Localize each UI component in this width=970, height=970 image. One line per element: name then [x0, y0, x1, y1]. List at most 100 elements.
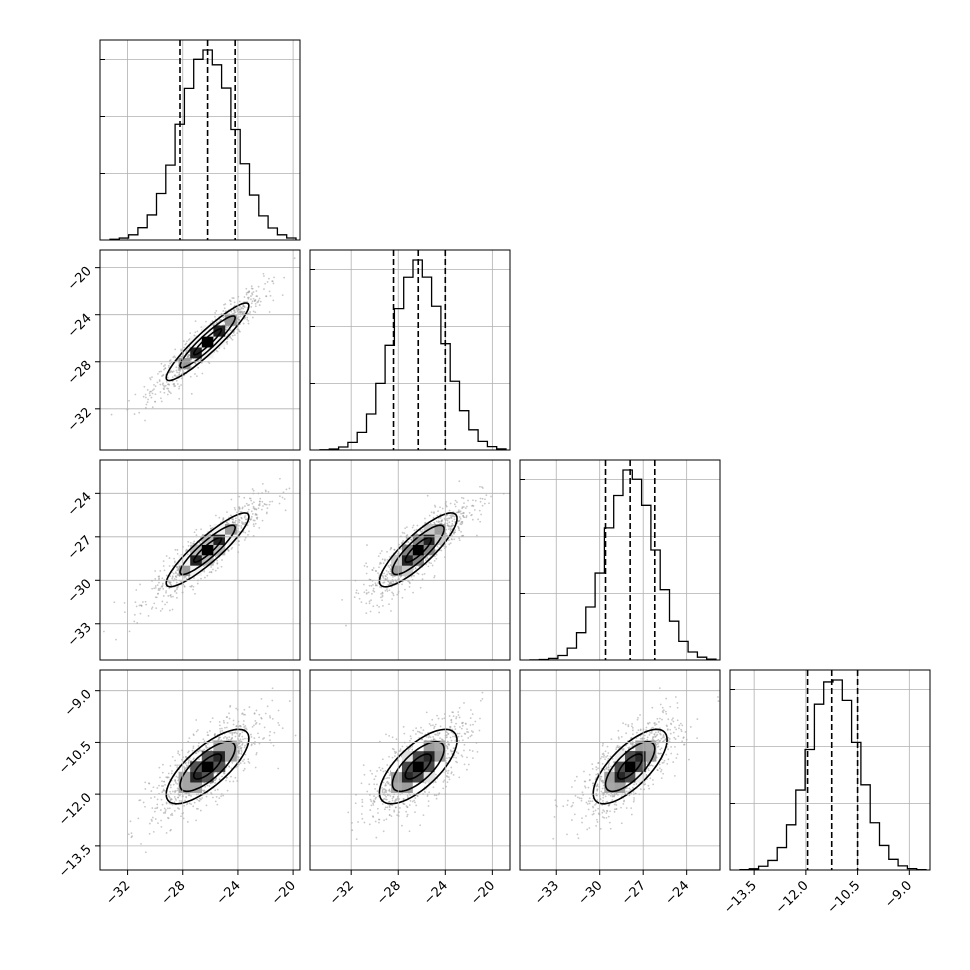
y-tick-label: −24 — [65, 311, 95, 341]
sample-point — [386, 577, 389, 579]
density-cell — [213, 534, 226, 545]
sample-point — [434, 781, 437, 784]
sample-point — [143, 385, 146, 388]
sample-point — [454, 499, 457, 502]
sample-point — [269, 716, 272, 719]
sample-point — [166, 383, 169, 386]
sample-point — [374, 569, 377, 572]
sample-point — [250, 733, 252, 736]
sample-point — [251, 488, 254, 490]
sample-point — [271, 500, 274, 503]
sample-point — [166, 776, 169, 779]
sample-point — [231, 297, 234, 299]
sample-point — [216, 559, 219, 562]
sample-point — [229, 336, 232, 339]
density-panel — [110, 257, 296, 422]
sample-point — [171, 755, 174, 758]
sample-point — [466, 756, 468, 759]
sample-point — [282, 491, 285, 494]
sample-point — [169, 582, 172, 585]
sample-point — [384, 806, 387, 809]
sample-point — [470, 730, 473, 732]
sample-point — [383, 572, 385, 575]
sample-point — [178, 385, 181, 388]
sample-point — [258, 713, 261, 716]
sample-point — [176, 787, 179, 790]
sample-point — [208, 730, 211, 732]
sample-point — [459, 726, 461, 728]
sample-point — [257, 300, 260, 303]
sample-point — [406, 815, 408, 818]
sample-point — [361, 817, 364, 820]
sample-point — [405, 810, 408, 813]
sample-point — [230, 775, 232, 778]
sample-point — [372, 583, 374, 586]
sample-point — [401, 596, 404, 599]
sample-point — [386, 590, 389, 592]
sample-point — [468, 749, 471, 752]
sample-point — [389, 773, 392, 776]
sample-point — [472, 731, 474, 733]
sample-point — [427, 736, 430, 739]
sample-point — [204, 785, 207, 788]
x-tick-label: −32 — [103, 878, 133, 908]
y-tick-label: −12.0 — [56, 790, 95, 829]
sample-point — [481, 497, 484, 500]
sample-point — [177, 807, 179, 809]
sample-point — [401, 824, 403, 827]
sample-point — [243, 306, 246, 308]
sample-point — [169, 813, 172, 816]
sample-point — [386, 781, 388, 784]
sample-point — [243, 296, 246, 298]
density-cell — [178, 565, 191, 577]
sample-point — [269, 715, 271, 717]
sample-point — [219, 724, 221, 727]
sample-point — [149, 394, 151, 397]
panel-frame — [99, 459, 301, 661]
sample-point — [210, 566, 213, 568]
density-cell — [201, 761, 214, 773]
sample-point — [452, 711, 454, 714]
sample-point — [214, 315, 216, 318]
sample-point — [209, 527, 212, 530]
sample-point — [224, 735, 227, 738]
sample-point — [455, 716, 458, 718]
sample-point — [384, 589, 387, 592]
sample-point — [389, 581, 392, 584]
sample-point — [164, 812, 167, 814]
sample-point — [146, 389, 149, 391]
x-tick-label: −20 — [468, 878, 498, 908]
sample-point — [197, 729, 199, 731]
sample-point — [618, 737, 620, 740]
contours — [378, 512, 458, 588]
sample-point — [411, 800, 414, 803]
x-tick-label: −12.0 — [773, 878, 812, 917]
sample-point — [197, 799, 200, 802]
sample-point — [370, 584, 373, 587]
sample-point — [662, 709, 665, 712]
sample-point — [226, 511, 228, 513]
sample-point — [176, 549, 179, 551]
sample-point — [161, 791, 164, 794]
sample-point — [378, 821, 380, 824]
sample-point — [467, 499, 469, 502]
sample-point — [400, 548, 402, 550]
sample-point — [466, 728, 468, 731]
sample-point — [389, 564, 392, 567]
sample-point — [130, 836, 133, 839]
sample-point — [175, 775, 178, 778]
sample-point — [474, 720, 477, 723]
sample-point — [428, 735, 431, 737]
sample-point — [457, 527, 460, 530]
sample-point — [174, 356, 177, 359]
sample-point — [462, 516, 465, 518]
sample-point — [175, 581, 178, 584]
sample-point — [147, 398, 149, 401]
sample-point — [167, 364, 170, 367]
sample-point — [156, 803, 159, 806]
sample-point — [240, 525, 243, 527]
sample-point — [391, 736, 394, 739]
sample-point — [246, 524, 249, 526]
sample-point — [171, 812, 173, 815]
sample-point — [383, 797, 386, 800]
